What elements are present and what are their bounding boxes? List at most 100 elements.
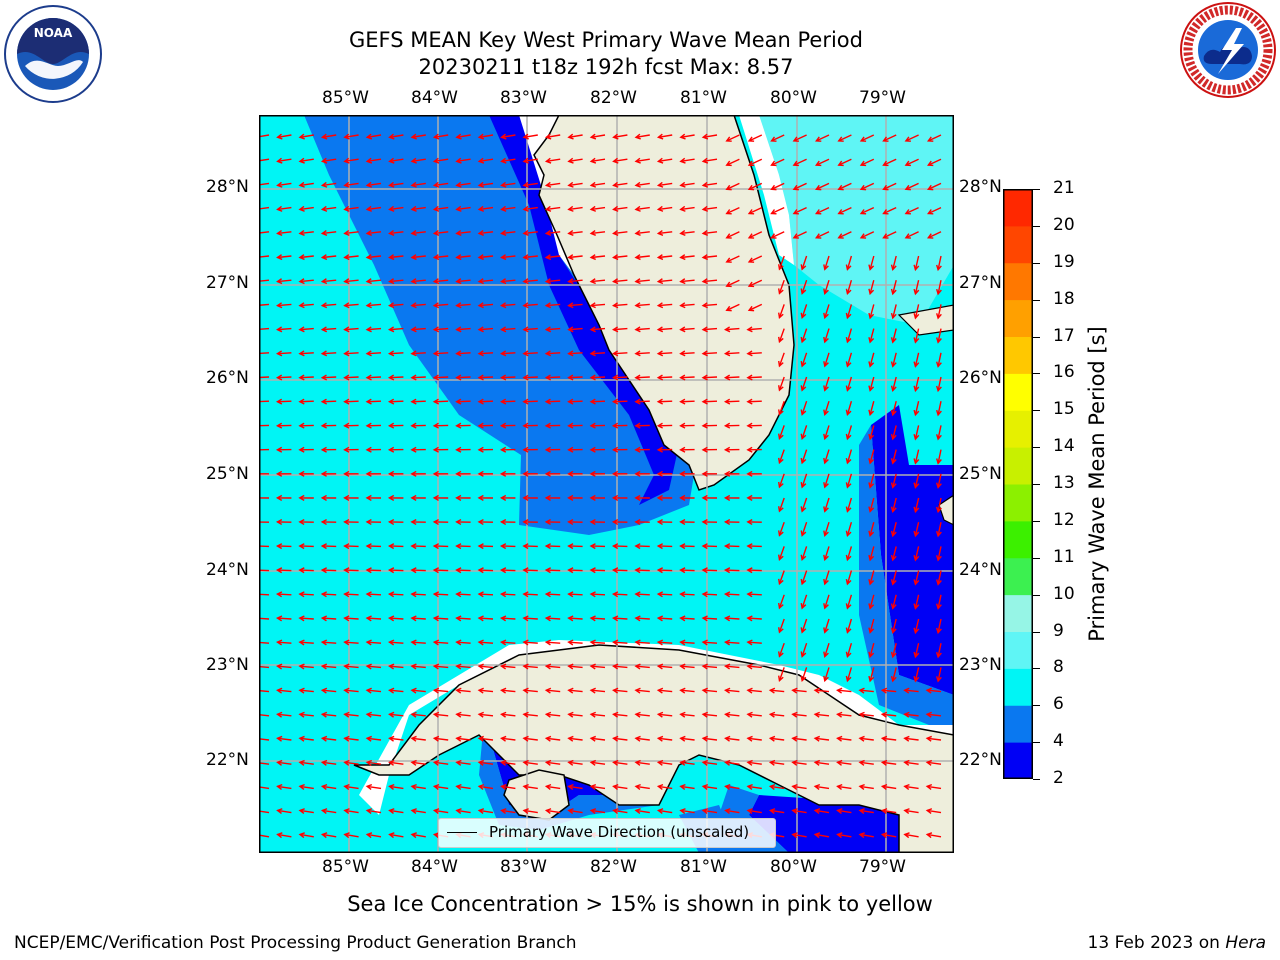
- wave-arrow-head: [859, 160, 867, 167]
- wave-arrow: [299, 352, 314, 355]
- wave-arrow: [568, 641, 583, 644]
- wave-arrow-head: [499, 639, 507, 646]
- wave-arrow: [434, 400, 449, 403]
- wave-arrow-head: [432, 326, 440, 333]
- wave-arrow: [277, 376, 292, 379]
- wave-arrow-head: [455, 494, 462, 501]
- wave-arrow-head: [275, 326, 283, 333]
- wave-arrow-head: [634, 615, 641, 622]
- wave-arrow: [937, 546, 942, 561]
- wave-arrow: [937, 522, 942, 537]
- wave-arrow: [680, 809, 695, 814]
- wave-arrow: [322, 761, 337, 765]
- wave-arrow-head: [320, 494, 327, 501]
- wave-arrow-head: [388, 711, 395, 718]
- wave-arrow-head: [500, 133, 507, 140]
- wave-arrow-head: [845, 578, 852, 586]
- wave-arrow-head: [634, 133, 641, 140]
- wave-arrow-head: [499, 302, 507, 309]
- wave-arrow-head: [320, 591, 328, 598]
- wave-arrow: [816, 158, 830, 166]
- wave-arrow: [883, 158, 897, 166]
- wave-arrow-head: [800, 264, 807, 271]
- wave-arrow-head: [679, 254, 686, 261]
- wave-arrow: [546, 376, 561, 379]
- wave-arrow-head: [634, 374, 641, 381]
- wave-arrow: [299, 206, 314, 211]
- wave-arrow-head: [723, 446, 731, 453]
- wave-arrow-head: [679, 157, 686, 164]
- wave-arrow: [937, 497, 942, 512]
- wave-arrow-head: [589, 519, 596, 526]
- wave-arrow: [869, 425, 875, 440]
- wave-arrow-head: [814, 184, 822, 191]
- wave-arrow: [778, 570, 785, 585]
- wave-arrow-head: [388, 229, 395, 236]
- wave-arrow: [434, 713, 449, 717]
- wave-arrow-head: [298, 254, 305, 261]
- wave-arrow-head: [365, 639, 372, 646]
- wave-arrow-head: [477, 494, 484, 501]
- wave-arrow-head: [792, 184, 799, 191]
- wave-arrow: [411, 761, 426, 765]
- wave-arrow-head: [500, 229, 507, 236]
- wave-arrow-head: [387, 350, 395, 357]
- wave-arrow-head: [343, 783, 350, 790]
- wave-arrow-head: [701, 687, 708, 694]
- wave-arrow-head: [656, 519, 663, 526]
- wave-arrow-head: [343, 759, 350, 766]
- wave-arrow-head: [276, 759, 283, 766]
- wave-arrow-head: [701, 302, 708, 309]
- wave-arrow-head: [432, 422, 439, 429]
- colorbar-segment: [1003, 447, 1033, 485]
- wave-arrow-head: [723, 374, 731, 381]
- wave-arrow-head: [589, 254, 596, 261]
- wave-arrow-head: [723, 543, 731, 550]
- wave-arrow-head: [814, 233, 822, 239]
- wave-arrow-head: [522, 591, 529, 598]
- wave-arrow-head: [365, 663, 372, 670]
- wave-arrow: [725, 400, 740, 403]
- wave-arrow: [344, 279, 359, 283]
- wave-arrow-head: [845, 627, 852, 634]
- wave-arrow: [846, 280, 853, 294]
- wave-arrow: [824, 255, 830, 270]
- wave-arrow-head: [343, 326, 350, 333]
- wave-arrow-head: [477, 615, 484, 622]
- lon-label-top: 81°W: [680, 88, 727, 108]
- wave-arrow: [344, 400, 359, 403]
- wave-arrow: [792, 785, 807, 790]
- wave-arrow-head: [410, 711, 417, 718]
- wave-arrow: [747, 569, 762, 572]
- wave-arrow: [635, 279, 650, 283]
- wave-arrow-head: [800, 336, 807, 344]
- lon-label-bottom: 80°W: [770, 857, 817, 877]
- wave-arrow: [859, 689, 874, 693]
- colorbar-tick-mark: [1033, 668, 1040, 670]
- wave-arrow-head: [925, 687, 932, 694]
- wave-arrow: [277, 665, 292, 669]
- wave-arrow-head: [477, 374, 484, 381]
- wave-arrow-head: [611, 374, 619, 381]
- wave-arrow-head: [298, 615, 305, 622]
- wave-arrow-head: [701, 229, 709, 236]
- wave-arrow-head: [845, 506, 852, 513]
- wave-arrow: [322, 737, 337, 741]
- wave-arrow-head: [477, 302, 484, 309]
- wave-arrow-head: [880, 832, 888, 839]
- wave-arrow-head: [432, 302, 440, 309]
- colorbar-tick-label: 16: [1053, 362, 1075, 383]
- wave-arrow-head: [276, 687, 283, 694]
- wave-arrow: [846, 304, 853, 319]
- wave-arrow-head: [778, 602, 784, 610]
- wave-arrow: [546, 665, 561, 669]
- wave-arrow-head: [499, 519, 507, 526]
- wave-arrow: [456, 689, 471, 693]
- wave-arrow-head: [432, 398, 440, 405]
- wave-arrow-head: [343, 350, 350, 357]
- wave-arrow: [613, 737, 628, 741]
- wave-arrow: [568, 255, 583, 259]
- wave-arrow-head: [746, 543, 753, 550]
- wave-arrow: [344, 569, 359, 572]
- wave-arrow: [726, 255, 740, 263]
